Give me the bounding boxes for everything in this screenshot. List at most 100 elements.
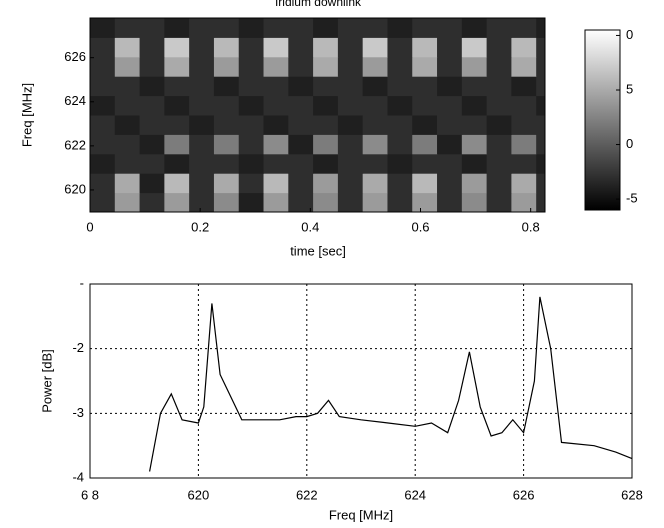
heatmap-cell [412, 153, 438, 174]
heatmap-cell [461, 95, 488, 116]
x-tick-label: 624 [404, 487, 426, 502]
heatmap-cell [337, 95, 364, 116]
heatmap-cell [139, 18, 165, 38]
heatmap-cell [412, 76, 438, 97]
heatmap-cell [536, 134, 545, 155]
heatmap-cell [412, 18, 438, 38]
heatmap-cell [412, 56, 438, 77]
heatmap-cell [238, 134, 265, 155]
heatmap-cell [511, 37, 537, 58]
heatmap-cell [337, 134, 364, 155]
heatmap-cell [139, 192, 165, 212]
heatmap-cell [288, 115, 314, 135]
x-tick-label: 0.2 [191, 219, 209, 234]
heatmap-cell [213, 134, 240, 155]
heatmap-cell [511, 95, 537, 116]
heatmap-cell [486, 37, 512, 58]
heatmap-cell [536, 76, 545, 97]
heatmap-cell [139, 134, 165, 155]
heatmap-cell [412, 173, 438, 194]
x-axis-label: Freq [MHz] [329, 507, 393, 522]
heatmap-cell [213, 37, 240, 58]
heatmap-cell [139, 56, 165, 77]
heatmap-cell [387, 115, 413, 135]
heatmap-cell [486, 18, 512, 38]
heatmap-cell [461, 192, 488, 212]
heatmap-cell [536, 37, 545, 58]
heatmap-cell [536, 56, 545, 77]
heatmap-cell [189, 115, 215, 135]
heatmap-cell [313, 37, 339, 58]
heatmap-cell [536, 95, 545, 116]
heatmap-cell [288, 56, 314, 77]
heatmap-cell [288, 173, 314, 194]
heatmap-cell [536, 115, 545, 135]
heatmap-cell [313, 18, 339, 38]
heatmap-cell [387, 192, 413, 212]
heatmap-cell [511, 134, 537, 155]
heatmap-cell [263, 192, 289, 212]
y-tick-label: -2 [72, 340, 84, 355]
heatmap-cell [139, 95, 165, 116]
heatmap-cell [437, 37, 463, 58]
heatmap-cell [362, 56, 388, 77]
heatmap-cell [362, 115, 388, 135]
heatmap-cell [313, 76, 339, 97]
heatmap-cell [412, 95, 438, 116]
heatmap-cell [437, 95, 463, 116]
heatmap-cell [164, 56, 190, 77]
x-tick-label: 628 [621, 487, 643, 502]
heatmap-cell [437, 76, 463, 97]
x-tick-label: 0.8 [522, 219, 540, 234]
heatmap-cell [486, 56, 512, 77]
heatmap-cell [164, 134, 190, 155]
heatmap-cell [412, 134, 438, 155]
heatmap-cell [189, 76, 215, 97]
heatmap-cell [362, 153, 388, 174]
heatmap-cell [114, 134, 141, 155]
heatmap-cell [164, 37, 190, 58]
heatmap-cell [337, 18, 364, 38]
line-series [149, 296, 633, 472]
heatmap-cell [437, 134, 463, 155]
heatmap-cell [486, 192, 512, 212]
heatmap-cell [387, 37, 413, 58]
heatmap-cell [387, 153, 413, 174]
x-tick-label: 0.6 [411, 219, 429, 234]
colorbar-tick-label: -5 [626, 191, 638, 206]
heatmap-cell [536, 192, 545, 212]
heatmap-cell [337, 173, 364, 194]
heatmap-cell [238, 76, 265, 97]
heatmap-cell [437, 173, 463, 194]
heatmap-cell [461, 18, 488, 38]
y-tick-label: 620 [64, 181, 86, 196]
heatmap-cell [114, 56, 141, 77]
heatmap-cell [486, 95, 512, 116]
heatmap-cell [511, 153, 537, 174]
heatmap-cell [387, 173, 413, 194]
heatmap-cell [313, 115, 339, 135]
heatmap-cell [387, 56, 413, 77]
y-tick-label: -3 [72, 405, 84, 420]
heatmap-cell [486, 115, 512, 135]
heatmap-cell [437, 18, 463, 38]
heatmap-cell [139, 153, 165, 174]
heatmap-cell [337, 37, 364, 58]
heatmap-cell [362, 37, 388, 58]
colorbar [584, 29, 621, 211]
heatmap-cell [164, 18, 190, 38]
heatmap-cell [189, 134, 215, 155]
heatmap-cell [337, 153, 364, 174]
heatmap-cell [461, 153, 488, 174]
heatmap-cell [164, 115, 190, 135]
heatmap-cell [362, 95, 388, 116]
heatmap-cell [437, 56, 463, 77]
colorbar-tick-label: 0 [626, 27, 633, 42]
heatmap-cell [213, 192, 240, 212]
y-tick-label: -4 [72, 469, 84, 484]
y-axis-label: Power [dB] [39, 349, 54, 413]
heatmap-cell [536, 153, 545, 174]
heatmap-cell [362, 76, 388, 97]
heatmap-cell [139, 173, 165, 194]
